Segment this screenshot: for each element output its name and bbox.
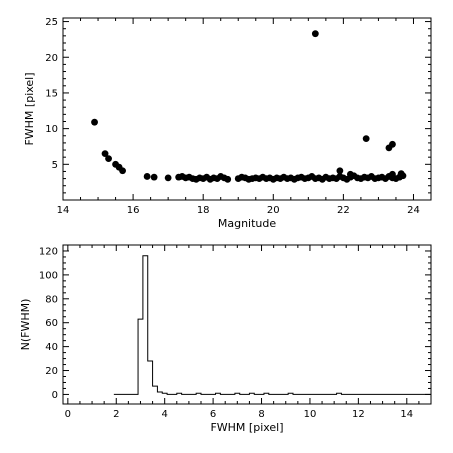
scatter-y-axis-label: FWHM [pixel] xyxy=(23,72,36,145)
histogram-y-tick-label: 40 xyxy=(45,342,58,353)
scatter-point xyxy=(336,167,344,175)
scatter-point xyxy=(101,150,109,158)
scatter-point xyxy=(362,135,370,143)
scatter-y-tick-label: 25 xyxy=(45,17,58,28)
histogram-x-tick-label: 8 xyxy=(258,409,264,420)
histogram-y-tick-label: 0 xyxy=(52,390,58,401)
scatter-y-tick-label: 20 xyxy=(45,53,58,64)
histogram-bin xyxy=(138,319,143,394)
scatter-point xyxy=(91,118,98,126)
scatter-y-tick-label: 5 xyxy=(52,160,58,171)
histogram-x-tick-label: 2 xyxy=(113,409,119,420)
scatter-y-tick-label: 15 xyxy=(45,88,58,99)
histogram-bin xyxy=(143,256,148,395)
histogram-plot-frame xyxy=(62,244,432,405)
histogram-x-tick-label: 14 xyxy=(400,409,413,420)
fwhm-vs-magnitude-scatter-chart: Magnitude FWHM [pixel] 14 16 18 20 22 24 5 10 15… xyxy=(23,17,432,230)
scatter-x-tick-label: 18 xyxy=(197,205,210,216)
histogram-y-tick-label: 80 xyxy=(45,294,58,305)
fwhm-histogram-chart: FWHM [pixel] N(FWHM) 0 2 4 6 8 10 12 14 0 20 40 60 8… xyxy=(19,244,432,434)
histogram-x-tick-label: 10 xyxy=(304,409,317,420)
histogram-bin xyxy=(148,361,153,394)
scatter-point xyxy=(397,170,405,177)
histogram-y-tick-label: 100 xyxy=(39,270,58,281)
scatter-point xyxy=(150,173,158,181)
scatter-point xyxy=(311,30,319,38)
scatter-point xyxy=(224,175,232,183)
scatter-plot-frame xyxy=(62,17,432,201)
histogram-x-axis-label: FWHM [pixel] xyxy=(210,421,283,434)
histogram-bin xyxy=(153,386,158,394)
scatter-x-tick-label: 20 xyxy=(267,205,280,216)
histogram-step-outline xyxy=(113,255,431,395)
scatter-point xyxy=(105,155,112,163)
histogram-x-tick-label: 4 xyxy=(161,409,167,420)
scatter-point xyxy=(164,174,172,182)
scatter-y-tick-label: 10 xyxy=(45,124,58,135)
scatter-point xyxy=(346,170,354,178)
histogram-y-tick-label: 120 xyxy=(39,246,58,257)
histogram-x-tick-label: 12 xyxy=(352,409,365,420)
scatter-point xyxy=(119,167,126,175)
scatter-x-tick-label: 14 xyxy=(57,205,70,216)
scatter-point xyxy=(389,170,396,178)
scatter-x-tick-label: 24 xyxy=(407,205,420,216)
scatter-x-axis-label: Magnitude xyxy=(218,217,277,230)
histogram-x-tick-label: 6 xyxy=(210,409,216,420)
scatter-x-tick-label: 22 xyxy=(337,205,350,216)
histogram-y-axis-label: N(FWHM) xyxy=(19,299,32,351)
scatter-point xyxy=(143,173,151,180)
scatter-point xyxy=(389,140,396,148)
histogram-y-tick-label: 60 xyxy=(45,318,58,329)
scatter-x-tick-label: 16 xyxy=(127,205,140,216)
histogram-x-tick-label: 0 xyxy=(65,409,71,420)
histogram-y-tick-label: 20 xyxy=(45,366,58,377)
